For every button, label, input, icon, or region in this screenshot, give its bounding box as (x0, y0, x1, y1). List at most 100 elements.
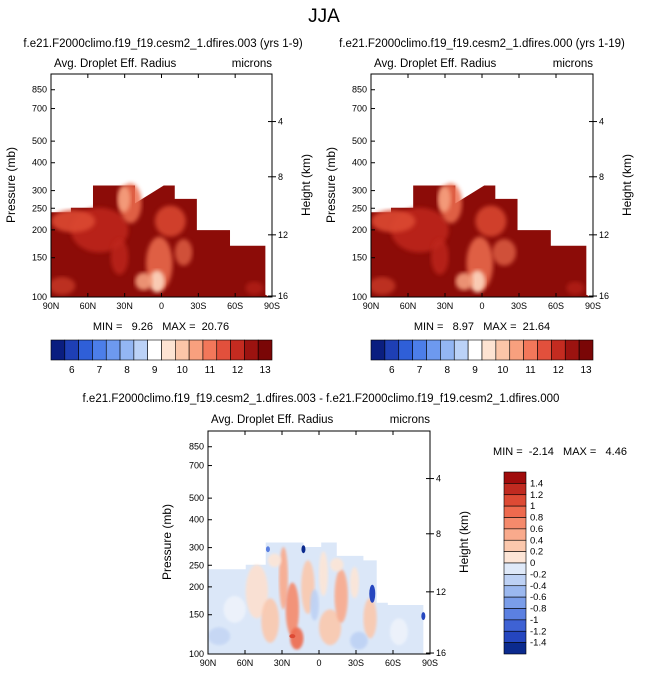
diff-contour-blob (334, 569, 348, 623)
colorbar-swatch (133, 339, 148, 361)
abs-contour-blob (492, 239, 517, 266)
diff-field (208, 542, 426, 654)
colorbar-swatch (503, 471, 527, 484)
y-tick-label: 200 (32, 225, 47, 235)
diff-contour-blob (290, 627, 304, 650)
y2-tick-label: 16 (278, 291, 288, 301)
colorbar-label: 8 (445, 365, 451, 376)
x-tick-label: 30S (511, 301, 527, 311)
left-panel: Avg. Droplet Eff. Radius microns Pressur… (4, 58, 313, 333)
diff-contour-blob (245, 564, 268, 619)
diff-contour-blob (261, 598, 280, 643)
left-y2-axis-label: Height (km) (299, 154, 313, 216)
colorbar-label: -1 (530, 615, 538, 626)
x-tick-label: 60N (237, 658, 254, 668)
colorbar-label: 0.4 (530, 535, 543, 546)
colorbar-label: -0.6 (530, 592, 546, 603)
colorbar-label: 0.8 (530, 513, 543, 524)
left-axes: 90N 60N 30N 0 30S 60S 90S 100 150 200 250 300 400 500… (32, 74, 288, 311)
y2-tick-label: 12 (278, 230, 288, 240)
abs-contour-blob (566, 281, 585, 295)
colorbar-swatch (105, 339, 121, 361)
y-tick-label: 100 (32, 292, 47, 302)
diff-negative-spot (369, 584, 376, 603)
y-tick-label: 150 (352, 253, 367, 263)
abs-contour-blob (174, 239, 193, 266)
x-tick-label: 90N (363, 301, 380, 311)
y-tick-label: 100 (189, 649, 204, 659)
colorbar-swatch (578, 339, 594, 361)
colorbar-label: 1.2 (530, 490, 543, 501)
diff-contour-blob (285, 582, 300, 637)
colorbar-label: 9 (152, 365, 158, 376)
colorbar-swatch (230, 339, 245, 361)
diff-contour-blob (319, 609, 342, 646)
y-tick-label: 300 (189, 543, 204, 553)
abs-contour-blob (469, 270, 486, 293)
y2-tick-label: 8 (436, 529, 441, 539)
colorbar-swatch (503, 528, 527, 541)
colorbar-swatch (503, 619, 527, 632)
x-tick-label: 60S (548, 301, 564, 311)
y-tick-label: 200 (189, 582, 204, 592)
right-panel: Avg. Droplet Eff. Radius microns Pressur… (324, 58, 634, 333)
abs-contour-blob (154, 205, 186, 237)
colorbar-swatch (202, 339, 218, 361)
colorbar-swatch (398, 339, 413, 361)
colorbar-swatch (188, 339, 204, 361)
left-y-axis-label: Pressure (mb) (4, 147, 18, 223)
colorbar-swatch (467, 339, 483, 361)
abs-contour-blob (455, 272, 474, 291)
y-tick-label: 250 (189, 560, 204, 570)
y-tick-label: 500 (32, 136, 47, 146)
x-tick-label: 30N (274, 658, 291, 668)
y2-tick-label: 4 (278, 117, 283, 127)
abs-contour-blob (475, 205, 507, 237)
colorbar-label: 0 (530, 558, 535, 569)
left-colorbar: 6 7 8 9 10 11 12 13 (50, 339, 273, 376)
colorbar-swatch (216, 339, 231, 361)
colorbar-swatch (503, 494, 527, 507)
colorbar-swatch (384, 339, 400, 361)
y2-tick-label: 4 (436, 474, 441, 484)
diff-contour-blob (330, 558, 344, 572)
diff-y-axis-label: Pressure (mb) (160, 504, 174, 580)
colorbar-swatch (503, 551, 527, 564)
colorbar-swatch (503, 483, 527, 496)
right-stats: MIN = 8.97 MAX = 21.64 (414, 321, 550, 333)
y-tick-label: 500 (189, 493, 204, 503)
x-tick-label: 60N (400, 301, 417, 311)
x-tick-label: 0 (316, 658, 321, 668)
diff-contour-blob (310, 589, 319, 621)
colorbar-swatch (78, 339, 93, 361)
colorbar-label: 13 (581, 365, 593, 376)
diff-stats: MIN = -2.14 MAX = 4.46 (493, 446, 627, 458)
colorbar-swatch (509, 339, 524, 361)
y2-tick-label: 8 (599, 172, 604, 182)
x-tick-label: 30N (116, 301, 133, 311)
abs-field-layers (121, 181, 135, 183)
y-tick-label: 250 (32, 203, 47, 213)
x-tick-label: 90S (264, 301, 280, 311)
colorbar-label: 10 (497, 365, 509, 376)
colorbar-swatch (119, 339, 135, 361)
colorbar-swatch (503, 630, 527, 643)
diff-colorbar: 1.41.210.80.60.40.20-0.2-0.4-0.6-0.8-1-1… (503, 471, 546, 655)
x-tick-label: 90S (422, 658, 438, 668)
colorbar-swatch (503, 517, 527, 530)
x-tick-label: 90S (585, 301, 601, 311)
y-tick-label: 400 (352, 158, 367, 168)
abs-contour-blob (245, 281, 264, 295)
right-field (371, 181, 591, 297)
main-title: JJA (308, 6, 340, 27)
y-tick-label: 400 (189, 515, 204, 525)
colorbar-label: 12 (553, 365, 565, 376)
colorbar-label: -1.2 (530, 626, 546, 637)
colorbar-label: 7 (417, 365, 423, 376)
colorbar-swatch (453, 339, 469, 361)
right-y2-axis-label: Height (km) (620, 154, 634, 216)
y-tick-label: 100 (352, 292, 367, 302)
abs-contour-blob (149, 270, 165, 293)
y-tick-label: 700 (189, 461, 204, 471)
